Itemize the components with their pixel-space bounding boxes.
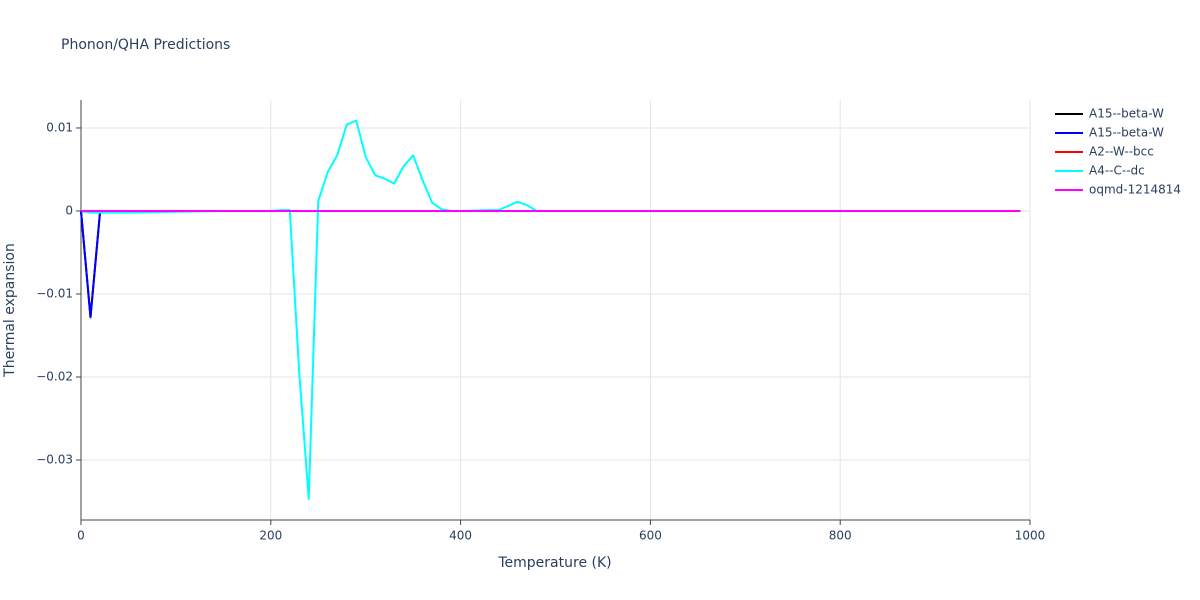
x-axis-title: Temperature (K) — [497, 555, 611, 571]
legend-label: A2--W--bcc — [1089, 145, 1154, 159]
series-line — [80, 119, 1021, 500]
y-tick-label: 0 — [65, 203, 73, 217]
legend-label: A4--C--dc — [1089, 164, 1145, 178]
legend-label: oqmd-1214814 — [1089, 183, 1181, 197]
y-tick-label: −0.01 — [36, 286, 73, 300]
y-tick-label: −0.03 — [36, 452, 73, 466]
x-tick-label: 1000 — [1015, 529, 1046, 543]
legend-label: A15--beta-W — [1089, 107, 1164, 121]
y-axis-title: Thermal expansion — [2, 243, 18, 378]
series-line — [80, 209, 1021, 319]
chart-title: Phonon/QHA Predictions — [61, 37, 230, 53]
x-tick-label: 200 — [259, 529, 282, 543]
y-tick-label: 0.01 — [46, 120, 73, 134]
y-tick-label: −0.02 — [36, 369, 73, 383]
x-tick-label: 600 — [639, 529, 662, 543]
x-tick-label: 0 — [77, 529, 85, 543]
series-line — [80, 209, 1021, 319]
legend-label: A15--beta-W — [1089, 126, 1164, 140]
x-tick-label: 400 — [449, 529, 472, 543]
x-tick-label: 800 — [829, 529, 852, 543]
